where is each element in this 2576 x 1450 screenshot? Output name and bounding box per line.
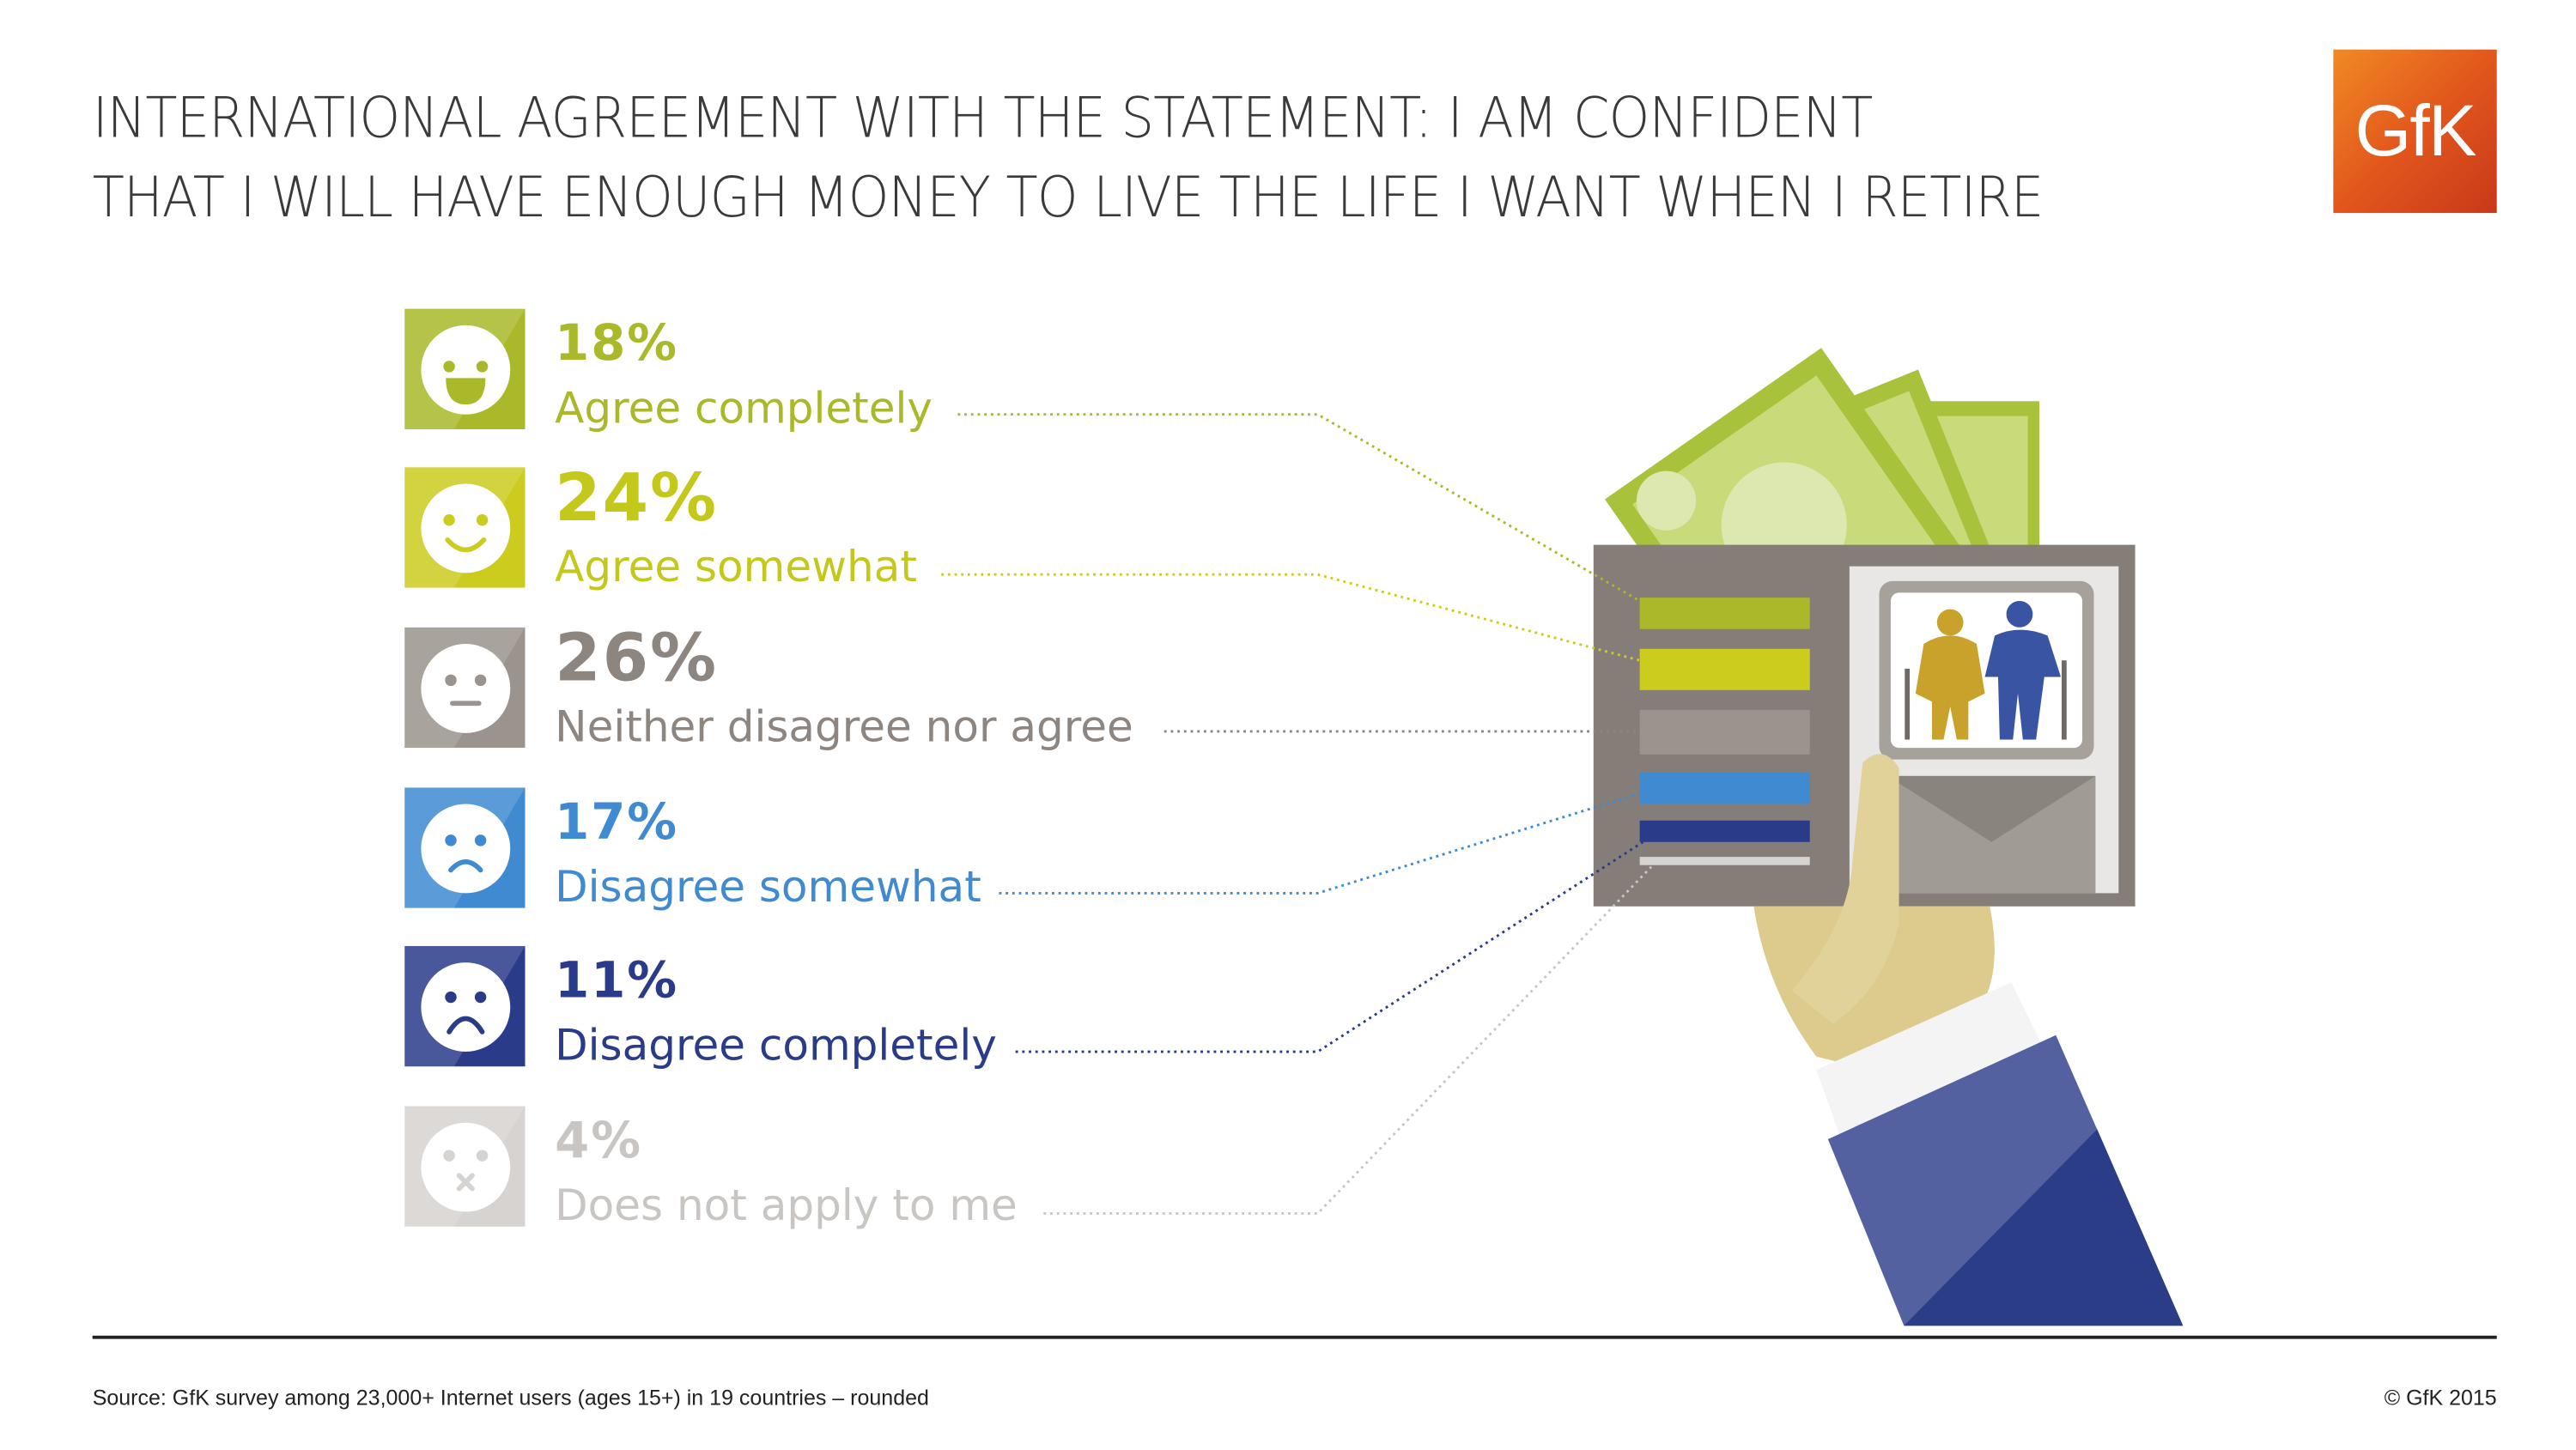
wallet-stripes bbox=[1639, 598, 1810, 865]
title-line-2: that I will have enough money to live th… bbox=[92, 165, 2044, 232]
gfk-logo: GfK bbox=[2333, 49, 2497, 214]
percentage-value: 17% bbox=[555, 794, 679, 852]
crossed-face-icon bbox=[404, 1106, 526, 1227]
percentage-value: 4% bbox=[555, 1113, 642, 1171]
logo-text: GfK bbox=[2354, 89, 2477, 172]
percentage-value: 11% bbox=[555, 952, 679, 1010]
title-line-1: International agreement with the stateme… bbox=[92, 86, 1874, 152]
frowning-face-icon bbox=[404, 787, 526, 908]
footer-divider bbox=[92, 1335, 2497, 1339]
category-label: Does not apply to me bbox=[555, 1181, 1018, 1232]
category-label: Disagree completely bbox=[555, 1022, 997, 1072]
percentage-value: 18% bbox=[555, 315, 679, 373]
category-label: Agree completely bbox=[555, 385, 933, 434]
hand-icon bbox=[1753, 754, 2184, 1326]
category-label: Neither disagree nor agree bbox=[555, 703, 1133, 753]
category-label: Disagree somewhat bbox=[555, 863, 981, 913]
elderly-couple-icon bbox=[1905, 601, 2067, 740]
leader-lines bbox=[941, 413, 1653, 1215]
copyright: © GfK 2015 bbox=[2384, 1385, 2497, 1411]
category-label: Agree somewhat bbox=[555, 543, 917, 593]
smiling-face-icon bbox=[404, 467, 526, 588]
percentage-value: 26% bbox=[555, 621, 719, 697]
source-note: Source: GfK survey among 23,000+ Interne… bbox=[92, 1385, 929, 1411]
sad-face-icon bbox=[404, 945, 526, 1067]
neutral-face-icon bbox=[404, 627, 526, 749]
percentage-value: 24% bbox=[555, 460, 719, 537]
laughing-face-icon bbox=[404, 308, 526, 430]
page-title: International agreement with the stateme… bbox=[93, 79, 2044, 238]
